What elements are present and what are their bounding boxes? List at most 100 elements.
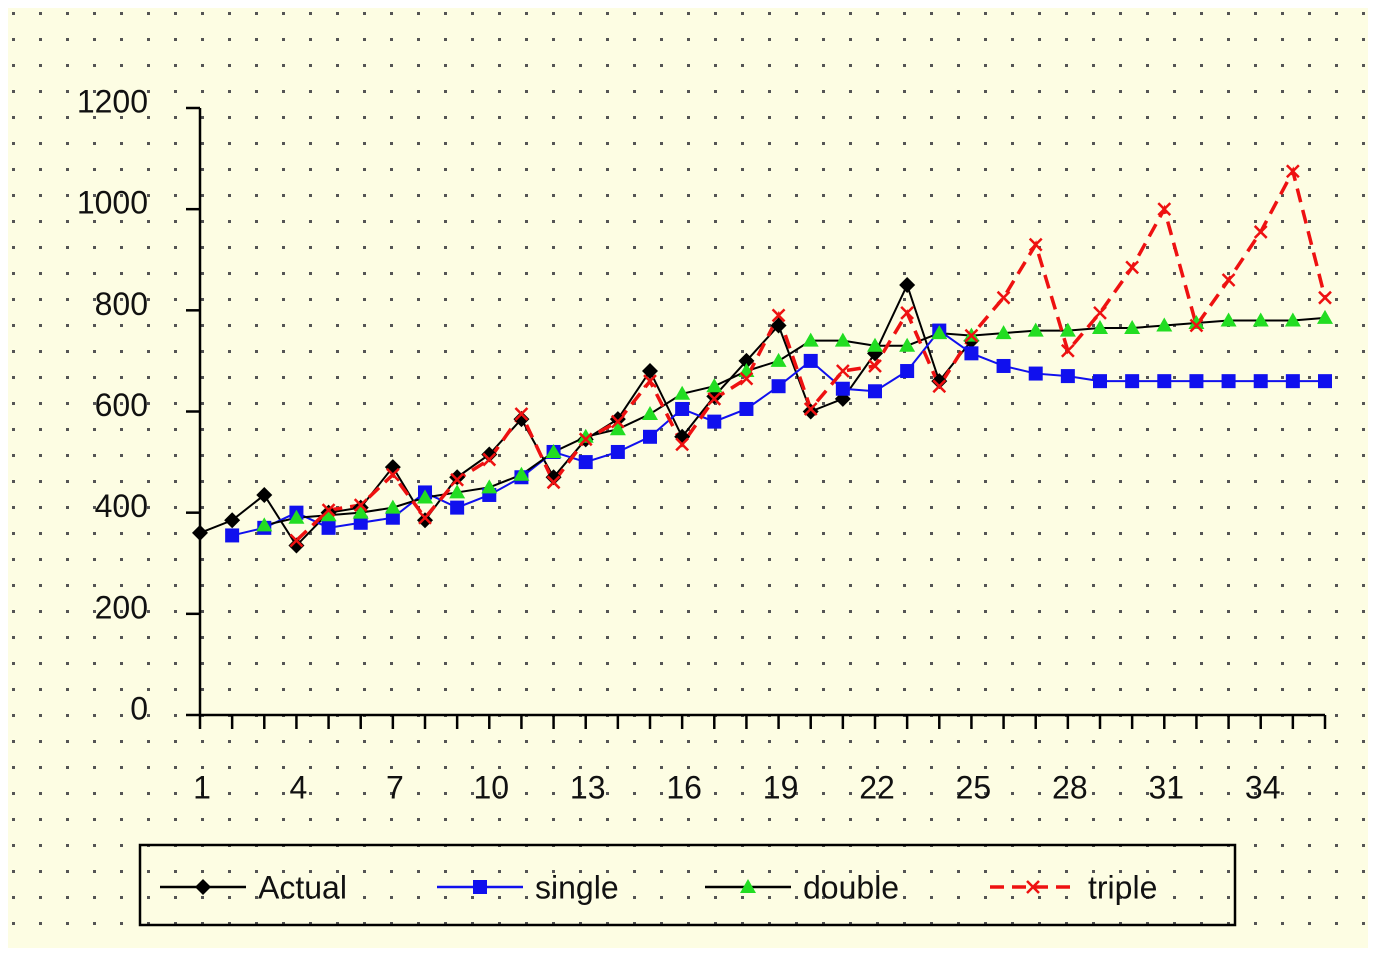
y-tick-label: 400 xyxy=(95,488,148,524)
marker xyxy=(417,512,433,529)
x-tick-label: 31 xyxy=(1148,769,1184,805)
marker xyxy=(964,346,979,361)
marker xyxy=(675,437,690,452)
marker xyxy=(643,374,657,389)
y-tick-label: 800 xyxy=(95,286,148,322)
marker xyxy=(1284,312,1301,327)
marker xyxy=(770,352,787,367)
marker xyxy=(1252,312,1269,327)
marker xyxy=(1156,317,1173,332)
marker xyxy=(740,879,756,893)
marker xyxy=(256,517,273,532)
marker xyxy=(450,500,465,515)
legend-label: double xyxy=(803,869,899,905)
y-tick-label: 1000 xyxy=(77,185,148,221)
legend-label: triple xyxy=(1088,869,1157,905)
marker xyxy=(224,512,241,529)
marker xyxy=(1093,305,1107,320)
marker xyxy=(1220,312,1237,327)
marker xyxy=(385,467,400,482)
marker xyxy=(577,428,594,443)
marker xyxy=(417,489,433,504)
marker xyxy=(835,364,850,378)
marker xyxy=(900,305,915,320)
marker xyxy=(481,446,498,463)
y-tick-label: 1200 xyxy=(77,83,148,119)
x-tick-label: 28 xyxy=(1052,769,1088,805)
marker xyxy=(1125,374,1140,389)
marker xyxy=(320,507,337,522)
marker xyxy=(868,359,882,373)
x-tick-label: 4 xyxy=(290,769,308,805)
marker xyxy=(707,391,722,406)
marker xyxy=(899,277,916,294)
marker xyxy=(473,880,487,894)
marker xyxy=(192,524,208,541)
dot-grid xyxy=(8,8,1368,948)
y-tick-label: 0 xyxy=(130,690,148,726)
marker xyxy=(481,479,498,494)
marker xyxy=(739,401,754,416)
legend-frame xyxy=(138,843,1237,927)
y-tick-label: 200 xyxy=(95,589,148,625)
marker xyxy=(931,325,948,340)
marker xyxy=(482,452,497,467)
marker xyxy=(771,308,786,323)
marker xyxy=(1124,320,1141,335)
marker xyxy=(1285,164,1300,179)
marker xyxy=(1317,309,1333,324)
x-tick-label: 13 xyxy=(570,769,606,805)
marker xyxy=(642,406,658,421)
marker xyxy=(1060,369,1075,384)
marker xyxy=(1221,374,1236,389)
marker xyxy=(1157,374,1172,389)
marker xyxy=(738,352,755,369)
y-tick-label: 600 xyxy=(95,387,148,423)
marker xyxy=(996,290,1011,305)
marker xyxy=(353,498,368,512)
marker xyxy=(352,504,369,519)
marker xyxy=(996,358,1011,373)
marker xyxy=(932,379,947,394)
marker xyxy=(868,384,882,399)
marker xyxy=(321,503,336,518)
marker xyxy=(514,407,529,421)
marker xyxy=(288,509,305,524)
marker xyxy=(1059,322,1076,337)
marker xyxy=(610,414,625,429)
marker xyxy=(545,469,562,486)
marker xyxy=(803,353,818,368)
marker xyxy=(385,510,400,525)
marker xyxy=(289,533,304,548)
marker xyxy=(675,401,690,416)
marker xyxy=(770,317,787,334)
marker xyxy=(1060,343,1075,358)
marker xyxy=(1253,225,1268,239)
marker xyxy=(771,379,786,394)
x-tick-label: 19 xyxy=(763,769,799,805)
marker xyxy=(1092,320,1108,335)
marker xyxy=(1318,290,1332,305)
marker xyxy=(900,364,915,379)
marker xyxy=(1253,374,1268,389)
marker xyxy=(1028,237,1043,252)
marker xyxy=(288,537,305,554)
marker xyxy=(802,403,819,420)
marker xyxy=(834,332,851,347)
legend-label: Actual xyxy=(258,869,347,905)
marker xyxy=(867,337,883,352)
marker xyxy=(1318,374,1332,389)
x-tick-label: 1 xyxy=(193,769,211,805)
marker xyxy=(643,429,657,444)
marker xyxy=(1221,273,1236,287)
marker xyxy=(706,378,723,393)
marker xyxy=(1028,366,1043,381)
marker xyxy=(353,515,368,530)
marker xyxy=(418,510,432,525)
marker xyxy=(706,388,723,405)
marker xyxy=(321,520,336,535)
marker xyxy=(513,411,530,428)
plot: 0 200 400 600 800 1000 1200 1 4 7 10 13 16 19 22 25 28 31… xyxy=(77,83,1333,927)
marker xyxy=(803,402,818,416)
marker xyxy=(964,328,979,343)
